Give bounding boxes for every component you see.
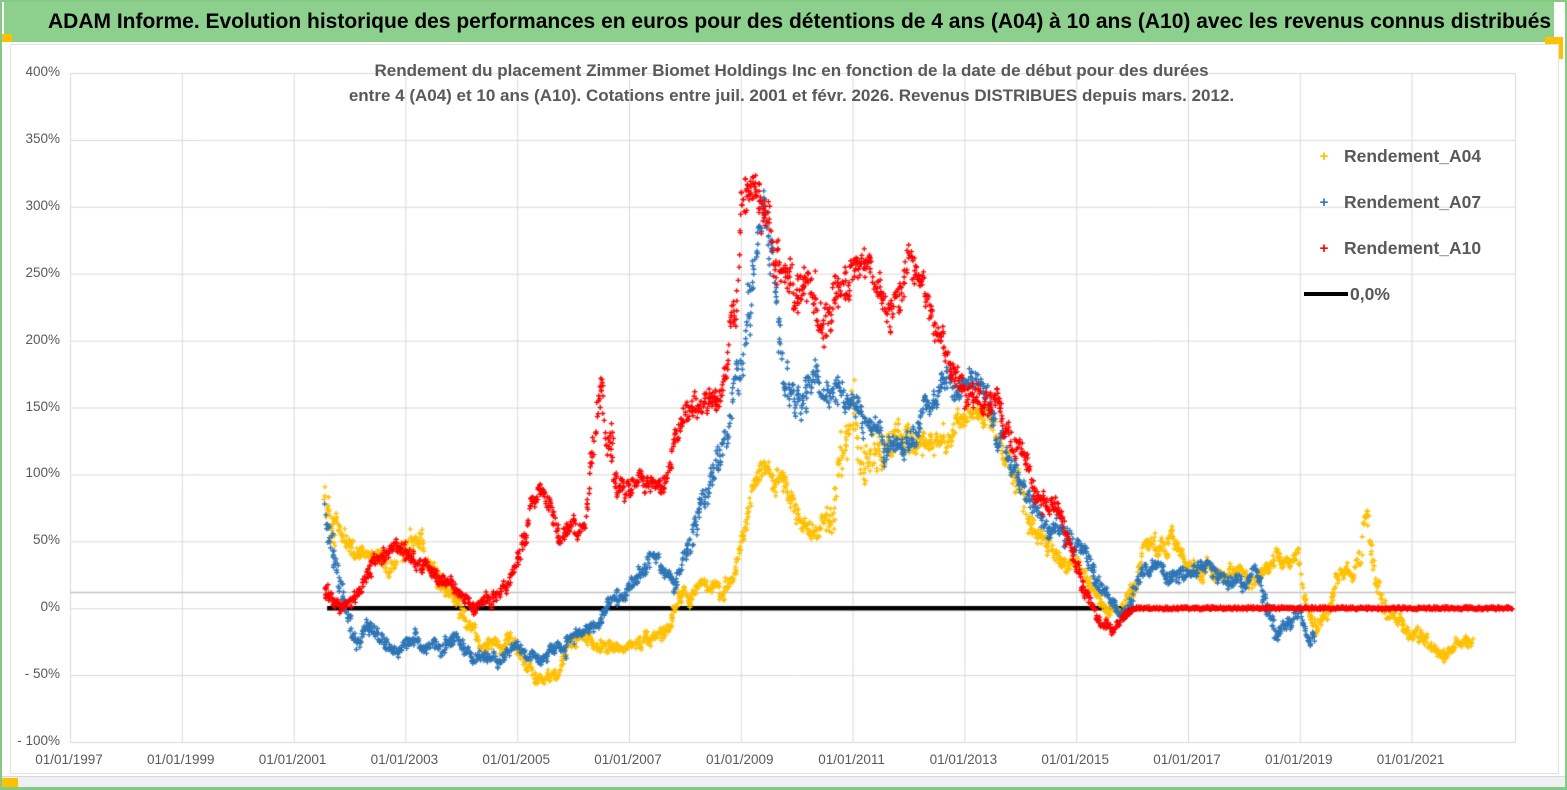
bottom-green-edge [2,787,1565,790]
legend-item-a07: + Rendement_A07 [1304,190,1554,214]
top-green-edge [2,0,1565,2]
header-corner-accent-left [2,34,12,42]
legend-item-a10: + Rendement_A10 [1304,236,1554,260]
x-tick-label: 01/01/2003 [370,752,439,767]
x-tick-label: 01/01/2007 [594,752,662,767]
chart-canvas [11,45,1560,775]
legend-label: 0,0% [1350,283,1390,304]
legend-item-zero-line: 0,0% [1304,282,1554,306]
plus-marker-icon: + [1319,239,1329,257]
y-tick-label: 400% [25,64,60,79]
x-tick-label: 01/01/2015 [1041,752,1109,767]
y-tick-label: 200% [25,331,60,347]
plus-marker-icon: + [1319,193,1329,211]
y-tick-label: 0% [40,599,60,615]
chart-title-line2: entre 4 (A04) et 10 ans (A10). Cotations… [348,86,1235,105]
y-tick-label: 250% [25,264,60,280]
y-tick-label: 50% [32,532,60,548]
bottom-row-strip [2,776,1565,790]
bottom-left-accent [2,778,18,788]
x-tick-label: 01/01/2009 [705,752,774,767]
legend-item-a04: + Rendement_A04 [1304,144,1554,168]
y-tick-label: - 100% [17,733,60,748]
chart-legend: + Rendement_A04 + Rendement_A07 + Rendem… [1304,144,1554,328]
y-tick-label: 150% [25,398,60,414]
x-tick-label: 01/01/2011 [818,752,885,767]
page-title: ADAM Informe. Evolution historique des p… [48,10,1552,33]
y-tick-label: - 50% [24,666,60,682]
plus-marker-icon: + [1319,147,1329,165]
x-tick-label: 01/01/2019 [1264,752,1333,767]
chart-area [10,44,1560,775]
x-tick-label: 01/01/2005 [482,752,550,767]
x-tick-label: 01/01/2017 [1153,752,1221,767]
chart-title-line1: Rendement du placement Zimmer Biomet Hol… [374,61,1209,80]
zero-line-swatch-icon [1304,292,1348,296]
chart-title: Rendement du placement Zimmer Biomet Hol… [69,58,1514,108]
x-tick-label: 01/01/2021 [1376,752,1445,767]
x-tick-label: 01/01/2001 [258,752,327,767]
legend-label: Rendement_A10 [1344,237,1482,258]
x-tick-label: 01/01/2013 [929,752,998,767]
legend-label: Rendement_A07 [1344,191,1482,212]
legend-label: Rendement_A04 [1344,145,1482,166]
y-tick-label: 300% [25,197,60,213]
x-tick-label: 01/01/1999 [147,752,215,767]
x-tick-label: 01/01/1997 [35,752,103,767]
y-tick-label: 100% [25,465,60,481]
window-title-bar: ADAM Informe. Evolution historique des p… [4,2,1554,42]
y-tick-label: 350% [25,130,60,146]
